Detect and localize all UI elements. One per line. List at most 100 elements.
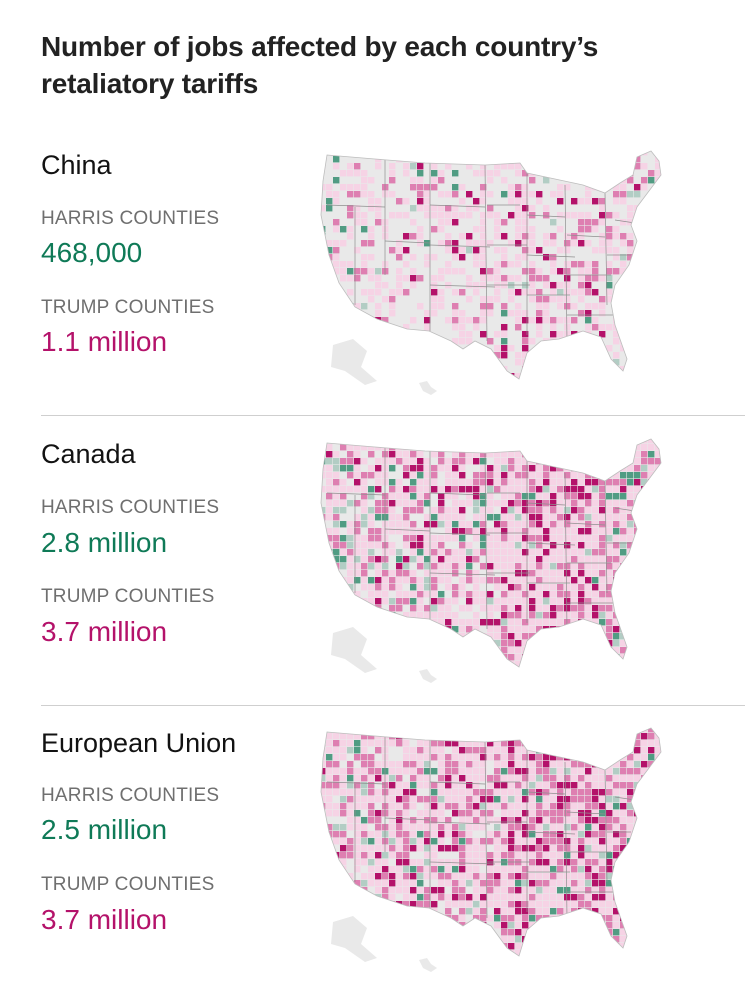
- county-cell: [599, 556, 606, 563]
- county-cell: [368, 831, 375, 838]
- county-cell: [326, 563, 333, 570]
- county-cell: [410, 789, 417, 796]
- county-cell: [480, 740, 487, 747]
- county-cell: [452, 170, 459, 177]
- county-cell: [410, 584, 417, 591]
- county-cell: [564, 838, 571, 845]
- county-cell: [480, 728, 487, 733]
- county-cell: [634, 184, 641, 191]
- county-cell: [620, 873, 627, 880]
- county-cell: [606, 514, 613, 521]
- county-cell: [321, 612, 326, 619]
- county-cell: [445, 156, 452, 163]
- county-cell: [326, 151, 333, 156]
- county-cell: [473, 654, 480, 661]
- county-cell: [368, 289, 375, 296]
- county-cell: [438, 929, 445, 936]
- county-cell: [333, 451, 340, 458]
- county-cell: [389, 775, 396, 782]
- county-cell: [361, 901, 368, 908]
- county-cell: [662, 880, 668, 886]
- county-cell: [487, 866, 494, 873]
- county-cell: [333, 493, 340, 500]
- us-county-map: [320, 438, 662, 683]
- county-cell: [321, 936, 326, 943]
- county-cell: [557, 500, 564, 507]
- county-cell: [585, 591, 592, 598]
- county-cell: [354, 824, 361, 831]
- county-cell: [522, 514, 529, 521]
- county-cell: [361, 268, 368, 275]
- county-cell: [620, 303, 627, 310]
- county-cell: [564, 556, 571, 563]
- county-cell: [466, 191, 473, 198]
- county-cell: [354, 317, 361, 324]
- trump-value: 1.1 million: [41, 326, 168, 357]
- county-cell: [578, 810, 585, 817]
- county-cell: [599, 838, 606, 845]
- county-cell: [452, 591, 459, 598]
- county-cell: [424, 591, 431, 598]
- county-cell: [529, 754, 536, 761]
- county-cell: [396, 451, 403, 458]
- county-cell: [340, 782, 347, 789]
- county-cell: [655, 170, 661, 177]
- county-cell: [550, 439, 557, 444]
- county-cell: [529, 563, 536, 570]
- county-cell: [564, 817, 571, 824]
- county-cell: [585, 668, 591, 674]
- county-cell: [431, 626, 438, 633]
- county-cell: [452, 212, 459, 219]
- county-cell: [543, 373, 550, 379]
- county-cell: [494, 528, 501, 535]
- county-cell: [459, 584, 466, 591]
- county-cell: [557, 528, 564, 535]
- county-cell: [592, 549, 599, 556]
- county-cell: [648, 303, 655, 310]
- county-cell: [417, 782, 424, 789]
- county-cell: [445, 366, 452, 373]
- county-cell: [501, 740, 508, 747]
- county-cell: [536, 852, 543, 859]
- county-cell: [347, 535, 354, 542]
- county-cell: [487, 789, 494, 796]
- county-cell: [321, 163, 326, 170]
- county-cell: [326, 908, 333, 915]
- county-cell: [550, 163, 557, 170]
- county-cell: [585, 156, 592, 163]
- county-cell: [368, 254, 375, 261]
- county-cell: [578, 647, 585, 654]
- county-cell: [340, 444, 347, 451]
- county-cell: [410, 542, 417, 549]
- county-cell: [354, 747, 361, 754]
- county-cell: [550, 866, 557, 873]
- county-cell: [480, 838, 487, 845]
- county-cell: [466, 151, 473, 156]
- county-cell: [564, 521, 571, 528]
- county-cell: [431, 824, 438, 831]
- county-cell: [396, 887, 403, 894]
- county-cell: [648, 598, 655, 605]
- county-cell: [585, 647, 592, 654]
- county-cell: [347, 444, 354, 451]
- county-cell: [585, 458, 592, 465]
- county-cell: [543, 640, 550, 647]
- county-cell: [599, 184, 606, 191]
- county-cell: [606, 845, 613, 852]
- county-cell: [354, 219, 361, 226]
- county-cell: [613, 303, 620, 310]
- county-cell: [634, 493, 641, 500]
- county-cell: [564, 936, 571, 943]
- county-cell: [578, 866, 585, 873]
- county-cell: [333, 768, 340, 775]
- county-cell: [620, 261, 627, 268]
- county-cell: [459, 845, 466, 852]
- county-cell: [375, 740, 382, 747]
- county-cell: [445, 619, 452, 626]
- county-cell: [410, 831, 417, 838]
- county-cell: [613, 647, 620, 654]
- county-cell: [382, 852, 389, 859]
- county-cell: [417, 747, 424, 754]
- county-cell: [333, 584, 340, 591]
- county-cell: [396, 289, 403, 296]
